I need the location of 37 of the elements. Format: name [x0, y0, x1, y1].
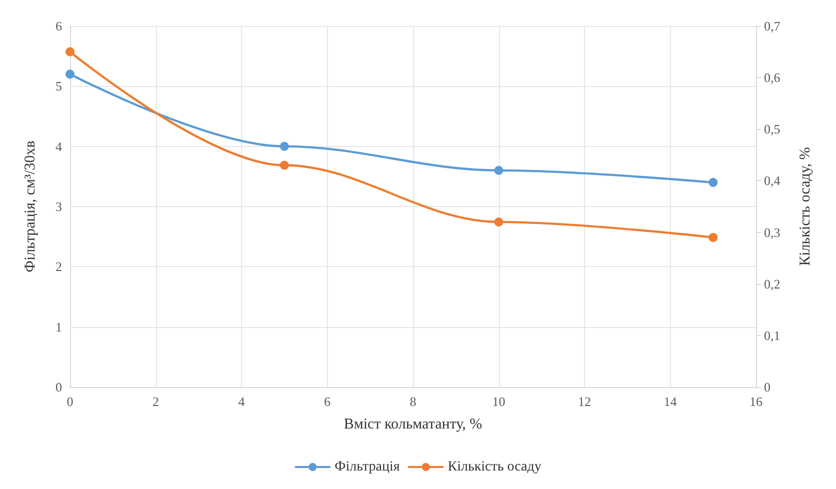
- y2-tick-label: 0,1: [764, 328, 780, 343]
- y2-tick-label: 0,3: [764, 224, 780, 240]
- y2-tick-label: 0,4: [764, 173, 781, 188]
- point: [708, 178, 718, 187]
- y2-tick-label: 0,2: [764, 276, 780, 292]
- point: [280, 160, 289, 170]
- x-tick-label: 0: [66, 394, 74, 409]
- point: [494, 217, 504, 226]
- point: [494, 166, 504, 175]
- y-tick-label: 5: [56, 78, 62, 94]
- y2-tick-label: 0: [764, 380, 770, 394]
- x-tick-label: 4: [238, 394, 246, 409]
- point: [708, 232, 718, 242]
- legend-label: Кількість осаду: [448, 460, 542, 474]
- y2-tick-label: 0,6: [764, 70, 781, 86]
- y-tick-label: 2: [56, 259, 62, 274]
- x-tick-label: 14: [664, 394, 678, 409]
- point: [66, 47, 74, 56]
- point: [66, 70, 74, 79]
- x-tick-label: 6: [324, 394, 331, 409]
- legend-label: Фільтрація: [334, 460, 400, 474]
- point: [280, 142, 289, 151]
- y-tick-label: 3: [56, 199, 62, 214]
- y2-tick-label: 0,7: [764, 18, 781, 34]
- x-axis-title: Вміст кольматанту, %: [344, 416, 482, 432]
- x-tick-label: 8: [410, 394, 416, 409]
- x-tick-label: 12: [578, 394, 591, 409]
- x-tick-label: 10: [492, 394, 506, 409]
- y2-axis-title: Кількість осаду, %: [798, 147, 814, 266]
- y-tick-label: 4: [56, 138, 62, 154]
- x-tick-label: 16: [750, 394, 763, 409]
- y-tick-label: 0: [56, 380, 62, 394]
- y-tick-label: 1: [56, 319, 62, 334]
- x-tick-label: 2: [152, 394, 159, 409]
- y2-tick-label: 0,5: [764, 122, 780, 137]
- y-axis-title: Фільтрація, см³/30хв: [22, 140, 38, 272]
- y-tick-label: 6: [56, 18, 62, 34]
